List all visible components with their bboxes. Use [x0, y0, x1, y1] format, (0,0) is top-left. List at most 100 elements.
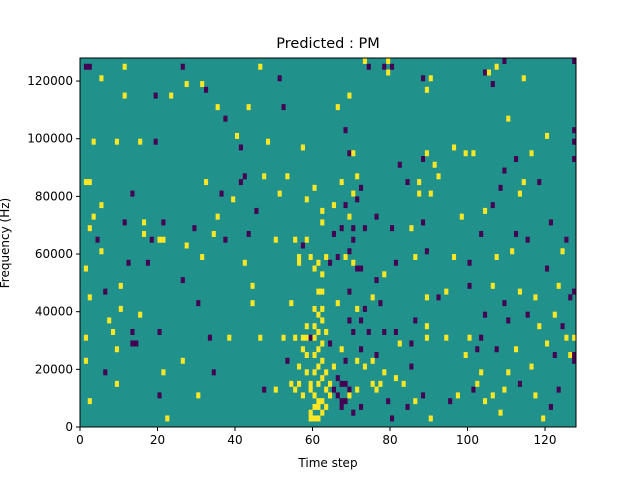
heatmap-cell — [285, 357, 290, 364]
heatmap-cell — [382, 328, 387, 335]
heatmap-cell — [552, 352, 557, 359]
heatmap-cell — [293, 386, 298, 393]
heatmap-cell — [413, 317, 418, 324]
heatmap-cell — [347, 150, 352, 157]
heatmap-cell — [467, 259, 472, 266]
heatmap-cell — [297, 259, 302, 266]
heatmap-cell — [293, 236, 298, 243]
heatmap-cell — [355, 196, 360, 203]
heatmap-cell — [99, 202, 104, 209]
heatmap-cell — [103, 288, 108, 295]
heatmap-cell — [390, 63, 395, 70]
heatmap-cell — [142, 230, 147, 237]
y-axis: 0 20000 40000 60000 80000 100000 120000 — [27, 74, 80, 434]
heatmap-cell — [424, 294, 429, 301]
heatmap-cell — [552, 311, 557, 318]
heatmap-cell — [533, 294, 538, 301]
heatmap-cell — [343, 254, 348, 260]
heatmap-cell — [328, 259, 333, 266]
heatmap-cell — [161, 369, 166, 376]
heatmap-cell — [304, 196, 309, 203]
heatmap-cell — [502, 58, 507, 64]
heatmap-cell — [289, 380, 294, 387]
heatmap-cell — [347, 386, 352, 393]
heatmap-cell — [87, 225, 92, 232]
heatmap-cell — [572, 138, 577, 145]
heatmap-cell — [502, 386, 507, 393]
y-tick-label: 100000 — [27, 132, 73, 146]
heatmap-cell — [258, 334, 263, 341]
heatmap-cell — [343, 127, 348, 134]
heatmap-cell — [486, 69, 491, 76]
heatmap-cell — [219, 190, 224, 197]
heatmap-cell — [347, 392, 352, 399]
heatmap-cell — [165, 415, 170, 422]
heatmap-cell — [200, 254, 205, 260]
x-tick-label: 40 — [227, 433, 242, 447]
heatmap-cell — [87, 398, 92, 405]
heatmap-cell — [498, 184, 503, 191]
heatmap-cell — [238, 144, 243, 151]
heatmap-cell — [537, 179, 542, 186]
heatmap-cell — [397, 340, 402, 347]
heatmap-cell — [490, 81, 495, 88]
heatmap-cell — [312, 334, 317, 341]
heatmap-cell — [258, 63, 263, 70]
heatmap-cell — [510, 248, 515, 255]
heatmap-cell — [444, 288, 449, 295]
heatmap-cell — [153, 92, 158, 99]
heatmap-cell — [324, 403, 329, 410]
heatmap-cell — [339, 398, 344, 405]
heatmap-cell — [343, 398, 348, 405]
heatmap-cell — [444, 334, 449, 341]
heatmap-cell — [204, 179, 209, 186]
heatmap-cell — [362, 58, 367, 64]
heatmap-cell — [572, 334, 577, 341]
heatmap-cell — [223, 115, 228, 122]
x-tick-label: 120 — [534, 433, 557, 447]
heatmap-cell — [331, 363, 336, 370]
heatmap-cell — [417, 190, 422, 197]
heatmap-cell — [366, 328, 371, 335]
heatmap-cell — [304, 236, 309, 243]
heatmap-cell — [347, 92, 352, 99]
heatmap-cell — [118, 305, 123, 312]
heatmap-cell — [180, 63, 185, 70]
heatmap-cell — [386, 69, 391, 76]
heatmap-cell — [83, 179, 88, 186]
heatmap-cell — [339, 225, 344, 232]
heatmap-cell — [293, 334, 298, 341]
heatmap-cell — [320, 207, 325, 214]
heatmap-cell — [533, 392, 538, 399]
heatmap-cell — [83, 357, 88, 364]
heatmap-cell — [157, 392, 162, 399]
heatmap-cell — [405, 179, 410, 186]
heatmap-cell — [514, 156, 519, 162]
heatmap-cell — [99, 75, 104, 82]
heatmap-cell — [300, 242, 305, 249]
heatmap-cell — [351, 259, 356, 266]
heatmap-cell — [122, 63, 127, 70]
heatmap-cell — [359, 265, 364, 272]
heatmap-cell — [180, 277, 185, 284]
heatmap-cell — [386, 398, 391, 405]
heatmap-cell — [502, 167, 507, 174]
y-tick-label: 20000 — [35, 362, 73, 376]
heatmap-cell — [83, 334, 88, 341]
heatmap-cell — [320, 375, 325, 382]
heatmap-cell — [494, 346, 499, 353]
heatmap-cell — [235, 132, 240, 139]
heatmap-cell — [99, 248, 104, 255]
heatmap-cell — [479, 334, 484, 341]
heatmap-cell — [196, 392, 201, 399]
heatmap-cell — [87, 294, 92, 301]
heatmap-cell — [138, 311, 143, 318]
heatmap-cell — [312, 184, 317, 191]
heatmap-cell — [506, 317, 511, 324]
heatmap-cell — [122, 219, 127, 226]
heatmap-cell — [343, 357, 348, 364]
heatmap-cell — [351, 328, 356, 335]
heatmap-cell — [475, 380, 480, 387]
heatmap-cell — [83, 63, 88, 70]
heatmap-cell — [343, 202, 348, 209]
